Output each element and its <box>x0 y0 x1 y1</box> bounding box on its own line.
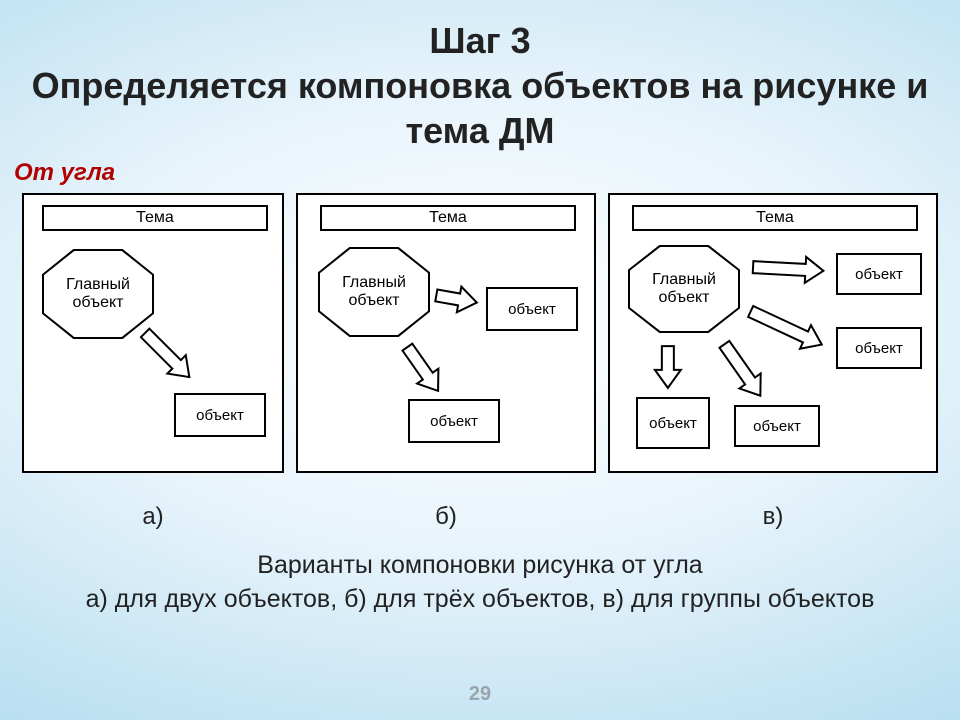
object-box: объект <box>636 397 710 449</box>
object-box: объект <box>174 393 266 437</box>
arrow-icon <box>432 280 482 317</box>
main-object-octagon: Главныйобъект <box>318 247 430 337</box>
caption-line2: а) для двух объектов, б) для трёх объект… <box>10 583 950 617</box>
arrow-icon <box>750 252 826 286</box>
object-box: объект <box>408 399 500 443</box>
theme-box: Тема <box>320 205 576 231</box>
arrow-icon <box>133 321 201 389</box>
arrow-icon <box>653 344 683 390</box>
caption: Варианты компоновки рисунка от угла а) д… <box>0 549 960 617</box>
panel-c-wrap: Тема Главныйобъект объект объект объект объек… <box>608 193 938 531</box>
subtitle: От угла <box>0 159 960 187</box>
panel-b-wrap: Тема Главныйобъект объект объект б) <box>296 193 596 531</box>
object-box: объект <box>486 287 578 331</box>
theme-box: Тема <box>42 205 268 231</box>
arrow-icon <box>742 297 829 359</box>
arrow-icon <box>394 337 452 401</box>
arrow-icon <box>711 334 774 406</box>
panels-row: Тема Главныйобъект объект а) Тема Главныйоб… <box>0 187 960 531</box>
title-line2: Определяется компоновка объектов на рису… <box>0 63 960 153</box>
object-box: объект <box>836 253 922 295</box>
object-box: объект <box>734 405 820 447</box>
panel-a: Тема Главныйобъект объект <box>22 193 284 473</box>
panel-b-label: б) <box>435 503 457 531</box>
caption-line1: Варианты компоновки рисунка от угла <box>10 549 950 583</box>
panel-b: Тема Главныйобъект объект объект <box>296 193 596 473</box>
main-object-octagon: Главныйобъект <box>628 245 740 333</box>
object-box: объект <box>836 327 922 369</box>
panel-a-label: а) <box>142 503 163 531</box>
main-object-octagon: Главныйобъект <box>42 249 154 339</box>
slide-number: 29 <box>469 683 491 706</box>
slide-title: Шаг 3 Определяется компоновка объектов н… <box>0 0 960 153</box>
slide: Шаг 3 Определяется компоновка объектов н… <box>0 0 960 720</box>
panel-c: Тема Главныйобъект объект объект объект объек… <box>608 193 938 473</box>
title-line1: Шаг 3 <box>0 18 960 63</box>
panel-a-wrap: Тема Главныйобъект объект а) <box>22 193 284 531</box>
theme-box: Тема <box>632 205 918 231</box>
panel-c-label: в) <box>763 503 784 531</box>
